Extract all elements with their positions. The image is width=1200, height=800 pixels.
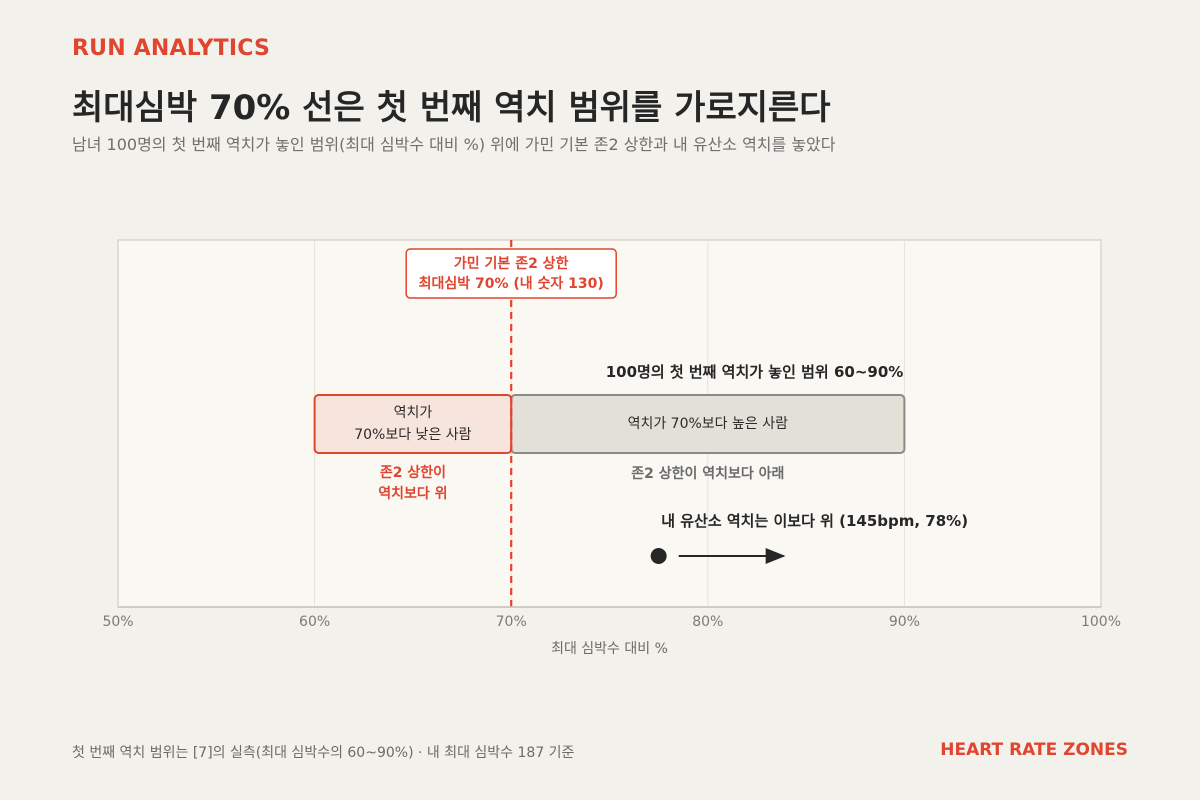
segment-note: 역치보다 위	[378, 485, 447, 502]
x-tick-label: 90%	[889, 614, 920, 630]
x-tick-label: 70%	[496, 614, 527, 630]
segment-note: 존2 상한이 역치보다 아래	[631, 465, 784, 482]
footer-brand: HEART RATE ZONES	[940, 740, 1128, 760]
kicker: RUN ANALYTICS	[72, 36, 271, 61]
x-axis: 50% 60% 70% 80% 90% 100% 최대 심박수 대비 %	[102, 606, 1121, 657]
reference-label: 가민 기본 존2 상한	[454, 255, 569, 272]
footer-note: 첫 번째 역치 범위는 [7]의 실측(최대 심박수의 60~90%) · 내 …	[72, 745, 575, 761]
segment-label: 70%보다 낮은 사람	[354, 427, 471, 443]
segment-below-70	[313, 394, 513, 454]
x-tick-label: 100%	[1081, 614, 1121, 630]
reference-label: 최대심박 70% (내 숫자 130)	[419, 275, 604, 292]
x-axis-label: 최대 심박수 대비 %	[551, 641, 668, 657]
my-threshold-label: 내 유산소 역치는 이보다 위 (145bpm, 78%)	[661, 512, 968, 530]
my-threshold-point	[650, 548, 667, 564]
range-label: 100명의 첫 번째 역치가 놓인 범위 60~90%	[606, 363, 904, 381]
segment-label: 역치가 70%보다 높은 사람	[628, 416, 789, 432]
segment-note: 존2 상한이	[380, 464, 446, 481]
segment-label: 역치가	[394, 405, 433, 421]
x-tick-label: 60%	[299, 614, 330, 630]
my-threshold-group: 내 유산소 역치는 이보다 위 (145bpm, 78%)	[650, 512, 968, 564]
x-tick-label: 80%	[692, 614, 723, 630]
page-title: 최대심박 70% 선은 첫 번째 역치 범위를 가로지른다	[72, 88, 831, 128]
page-subtitle: 남녀 100명의 첫 번째 역치가 놓인 범위(최대 심박수 대비 %) 위에 …	[72, 135, 836, 154]
reference-label-box	[405, 248, 617, 299]
x-tick-label: 50%	[102, 614, 133, 630]
